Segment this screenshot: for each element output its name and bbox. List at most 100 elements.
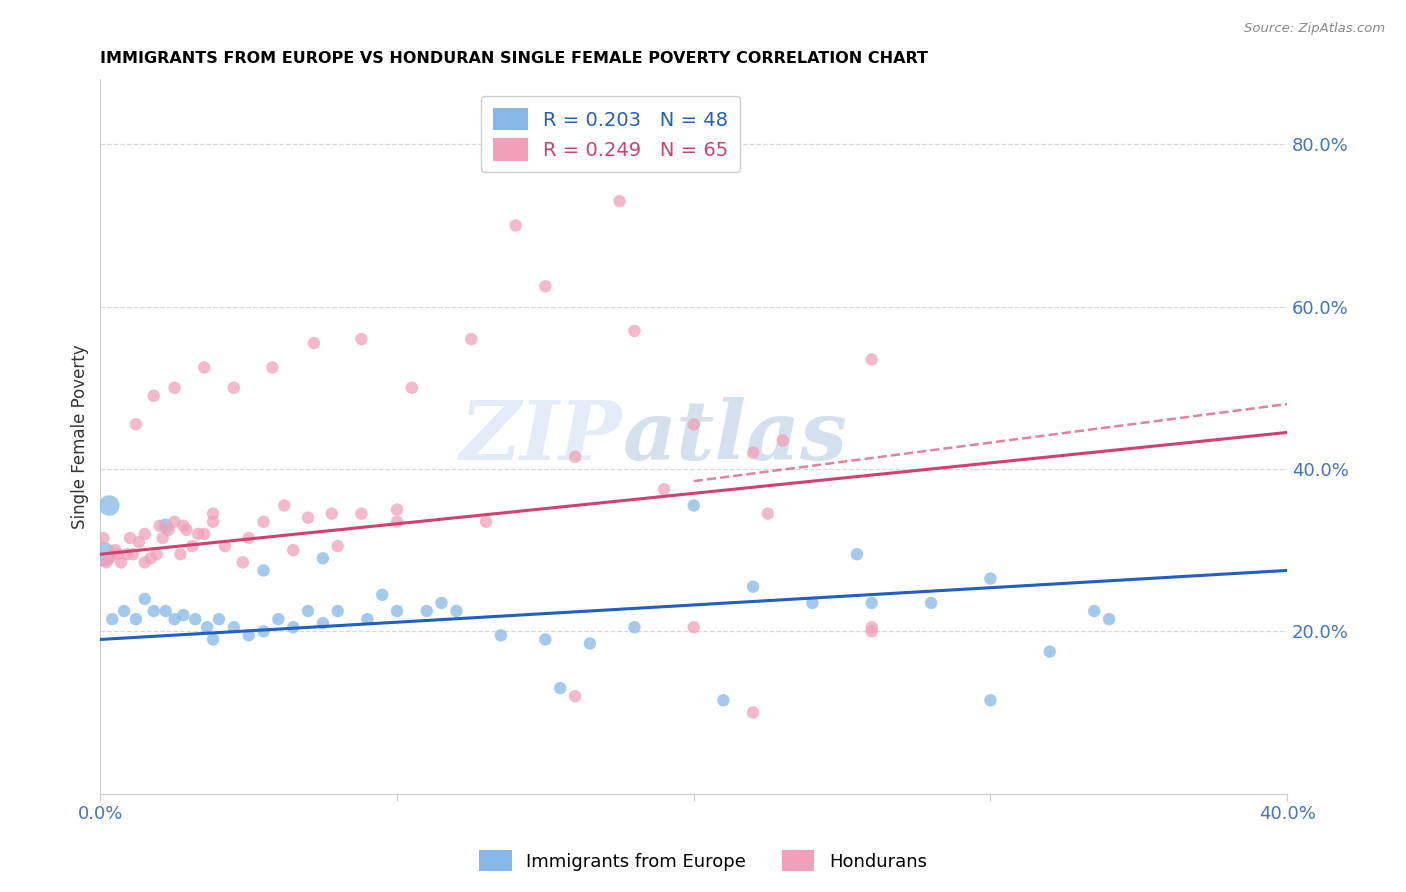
Point bbox=[564, 450, 586, 464]
Point bbox=[326, 539, 349, 553]
Point bbox=[238, 531, 260, 545]
Point bbox=[652, 483, 675, 497]
Point bbox=[579, 636, 602, 650]
Point bbox=[920, 596, 942, 610]
Point bbox=[110, 555, 132, 569]
Point bbox=[187, 527, 209, 541]
Point bbox=[125, 417, 148, 432]
Point bbox=[312, 616, 335, 631]
Point bbox=[356, 612, 378, 626]
Point bbox=[238, 628, 260, 642]
Point bbox=[202, 632, 225, 647]
Point bbox=[711, 693, 734, 707]
Point bbox=[860, 596, 883, 610]
Point bbox=[772, 434, 794, 448]
Point bbox=[564, 690, 586, 704]
Point bbox=[534, 632, 557, 647]
Point bbox=[371, 588, 394, 602]
Point bbox=[155, 518, 177, 533]
Point bbox=[149, 518, 172, 533]
Text: IMMIGRANTS FROM EUROPE VS HONDURAN SINGLE FEMALE POVERTY CORRELATION CHART: IMMIGRANTS FROM EUROPE VS HONDURAN SINGL… bbox=[100, 51, 928, 66]
Point bbox=[273, 499, 295, 513]
Text: ZIP: ZIP bbox=[460, 397, 623, 476]
Point bbox=[214, 539, 236, 553]
Point bbox=[845, 547, 868, 561]
Point bbox=[104, 543, 127, 558]
Point bbox=[297, 510, 319, 524]
Y-axis label: Single Female Poverty: Single Female Poverty bbox=[72, 344, 89, 529]
Point bbox=[267, 612, 290, 626]
Point bbox=[401, 381, 423, 395]
Point bbox=[155, 604, 177, 618]
Point bbox=[118, 531, 141, 545]
Point bbox=[350, 332, 373, 346]
Point bbox=[134, 527, 156, 541]
Point bbox=[222, 381, 245, 395]
Point bbox=[252, 624, 274, 639]
Point bbox=[134, 591, 156, 606]
Point bbox=[350, 507, 373, 521]
Point bbox=[623, 324, 645, 338]
Point bbox=[297, 604, 319, 618]
Point bbox=[489, 628, 512, 642]
Point bbox=[145, 547, 167, 561]
Text: atlas: atlas bbox=[623, 397, 848, 476]
Point bbox=[101, 612, 124, 626]
Point bbox=[756, 507, 779, 521]
Point bbox=[142, 604, 165, 618]
Point bbox=[682, 620, 704, 634]
Point bbox=[193, 360, 215, 375]
Legend: R = 0.203   N = 48, R = 0.249   N = 65: R = 0.203 N = 48, R = 0.249 N = 65 bbox=[481, 96, 740, 172]
Point bbox=[801, 596, 824, 610]
Point bbox=[1098, 612, 1121, 626]
Legend: Immigrants from Europe, Hondurans: Immigrants from Europe, Hondurans bbox=[472, 843, 934, 879]
Point bbox=[152, 531, 174, 545]
Point bbox=[134, 555, 156, 569]
Point bbox=[184, 612, 207, 626]
Point bbox=[682, 499, 704, 513]
Point bbox=[122, 547, 145, 561]
Point bbox=[172, 518, 194, 533]
Point bbox=[505, 219, 527, 233]
Point bbox=[232, 555, 254, 569]
Point bbox=[163, 381, 186, 395]
Text: Source: ZipAtlas.com: Source: ZipAtlas.com bbox=[1244, 22, 1385, 36]
Point bbox=[302, 336, 325, 351]
Point bbox=[98, 499, 121, 513]
Point bbox=[142, 389, 165, 403]
Point bbox=[283, 543, 305, 558]
Point bbox=[208, 612, 231, 626]
Point bbox=[193, 527, 215, 541]
Point bbox=[202, 515, 225, 529]
Point bbox=[157, 523, 180, 537]
Point bbox=[1083, 604, 1105, 618]
Point bbox=[385, 515, 408, 529]
Point bbox=[682, 417, 704, 432]
Point bbox=[169, 547, 191, 561]
Point bbox=[860, 620, 883, 634]
Point bbox=[202, 507, 225, 521]
Point bbox=[979, 693, 1001, 707]
Point bbox=[742, 706, 765, 720]
Point bbox=[107, 547, 129, 561]
Point bbox=[460, 332, 482, 346]
Point bbox=[326, 604, 349, 618]
Point bbox=[128, 535, 150, 549]
Point bbox=[163, 612, 186, 626]
Point bbox=[172, 608, 194, 623]
Point bbox=[475, 515, 498, 529]
Point bbox=[548, 681, 571, 695]
Point bbox=[252, 564, 274, 578]
Point bbox=[112, 604, 135, 618]
Point bbox=[430, 596, 453, 610]
Point bbox=[534, 279, 557, 293]
Point bbox=[609, 194, 631, 208]
Point bbox=[181, 539, 204, 553]
Point bbox=[222, 620, 245, 634]
Point bbox=[446, 604, 468, 618]
Point bbox=[195, 620, 218, 634]
Point bbox=[860, 352, 883, 367]
Point bbox=[176, 523, 198, 537]
Point bbox=[262, 360, 284, 375]
Point bbox=[91, 531, 114, 545]
